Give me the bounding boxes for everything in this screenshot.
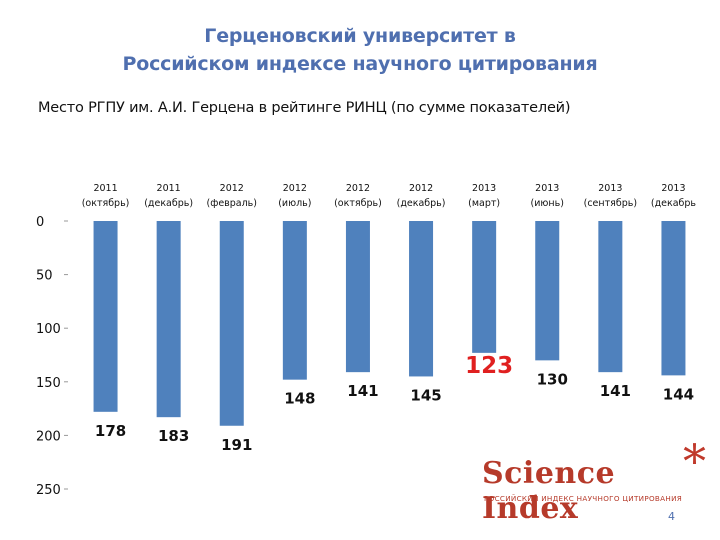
x-tick-label-year: 2013 — [472, 183, 496, 194]
data-label: 130 — [537, 370, 568, 388]
x-tick-label-month: (декабрь — [651, 198, 697, 209]
data-label: 191 — [221, 436, 252, 454]
x-tick-label-month: (октябрь) — [82, 198, 130, 209]
bar — [472, 221, 497, 353]
y-tick-label: 100 — [36, 322, 61, 337]
x-tick-label-year: 2011 — [93, 183, 117, 194]
bar — [156, 221, 181, 418]
slide-title: Герценовский университет в Российском ин… — [0, 22, 720, 78]
x-tick-label-month: (сентябрь) — [584, 198, 637, 209]
bar — [661, 221, 686, 376]
data-label: 178 — [95, 422, 126, 440]
y-tick-label: 200 — [36, 429, 61, 444]
bar — [345, 221, 370, 373]
slide-title-line1: Герценовский университет в — [204, 25, 516, 47]
y-tick-label: 50 — [36, 269, 53, 284]
page-number: 4 — [668, 510, 675, 523]
x-tick-label-month: (декабрь) — [144, 198, 193, 209]
slide-title-line2: Российском индексе научного цитирования — [122, 53, 598, 75]
x-tick-label-year: 2012 — [283, 183, 307, 194]
y-tick-label: 250 — [36, 483, 61, 498]
x-tick-label-year: 2013 — [598, 183, 622, 194]
science-index-logo: Science Index — [482, 456, 616, 526]
bar — [598, 221, 623, 373]
logo-star-icon: * — [683, 434, 706, 488]
x-tick-label-year: 2012 — [409, 183, 433, 194]
bar — [93, 221, 118, 412]
data-label: 144 — [663, 385, 694, 403]
data-label: 123 — [465, 353, 513, 379]
x-tick-label-year: 2013 — [661, 183, 685, 194]
x-tick-label-month: (март) — [468, 198, 500, 209]
data-label: 141 — [347, 382, 378, 400]
x-tick-label-year: 2011 — [157, 183, 181, 194]
bar — [535, 221, 560, 361]
x-tick-label-month: (февраль) — [206, 198, 257, 209]
x-tick-label-year: 2012 — [346, 183, 370, 194]
x-tick-label-month: (декабрь) — [397, 198, 446, 209]
bar — [282, 221, 307, 380]
data-label: 141 — [600, 382, 631, 400]
x-tick-label-month: (июль) — [278, 198, 311, 209]
data-label: 145 — [410, 386, 441, 404]
y-tick-label: 0 — [36, 215, 44, 230]
data-label: 148 — [284, 390, 315, 408]
y-tick-label: 150 — [36, 376, 61, 391]
x-tick-label-year: 2013 — [535, 183, 559, 194]
bar — [409, 221, 434, 377]
x-tick-label-year: 2012 — [220, 183, 244, 194]
x-tick-label-month: (июнь) — [531, 198, 564, 209]
chart-subtitle: Место РГПУ им. А.И. Герцена в рейтинге Р… — [38, 100, 571, 116]
x-tick-label-month: (октябрь) — [334, 198, 382, 209]
bar — [219, 221, 244, 426]
data-label: 183 — [158, 427, 189, 445]
logo-tagline: РОССИЙСКИЙ ИНДЕКС НАУЧНОГО ЦИТИРОВАНИЯ — [484, 494, 683, 503]
